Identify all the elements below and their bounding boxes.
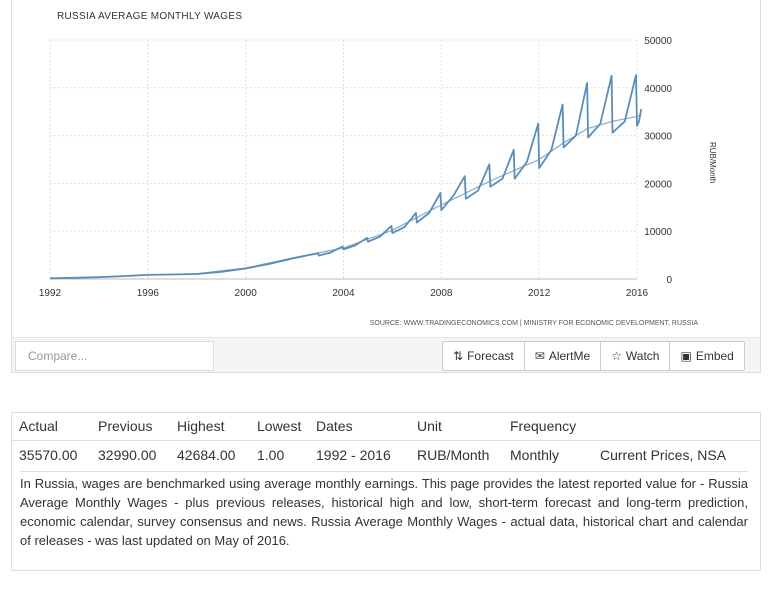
header-lowest: Lowest xyxy=(257,418,302,434)
description-text: In Russia, wages are benchmarked using a… xyxy=(20,471,748,550)
value-previous: 32990.00 xyxy=(98,447,157,463)
value-dates: 1992 - 2016 xyxy=(316,447,391,463)
y-axis-label: RUB/Month xyxy=(708,142,717,183)
forecast-icon: ⇅ xyxy=(453,349,464,363)
x-tick-label: 2008 xyxy=(430,288,453,299)
embed-button[interactable]: ▣ Embed xyxy=(670,342,743,370)
y-tick-label: 20000 xyxy=(644,179,672,190)
chart-lines xyxy=(49,74,643,280)
header-frequency: Frequency xyxy=(510,418,577,434)
x-axis: 1992 1996 2000 2004 2008 2012 2016 xyxy=(39,288,649,299)
value-unit: RUB/Month xyxy=(417,447,490,463)
star-icon: ☆ xyxy=(611,349,622,363)
embed-icon: ▣ xyxy=(680,349,692,363)
value-actual: 35570.00 xyxy=(19,447,78,463)
chart-grid xyxy=(49,39,638,280)
x-tick-label: 2016 xyxy=(626,288,649,299)
chart-source: SOURCE: WWW.TRADINGECONOMICS.COM | MINIS… xyxy=(370,320,699,327)
value-category: Current Prices, NSA xyxy=(600,447,727,463)
y-tick-label: 50000 xyxy=(644,36,672,47)
header-unit: Unit xyxy=(417,418,442,434)
y-tick-label: 10000 xyxy=(644,227,672,238)
chart-title: RUSSIA AVERAGE MONTHLY WAGES xyxy=(57,11,242,22)
x-tick-label: 1992 xyxy=(39,288,62,299)
x-tick-label: 2012 xyxy=(528,288,551,299)
forecast-label: Forecast xyxy=(467,349,514,363)
stats-value-row: 35570.00 32990.00 42684.00 1.00 1992 - 2… xyxy=(12,441,760,469)
forecast-button[interactable]: ⇅ Forecast xyxy=(443,342,525,370)
header-previous: Previous xyxy=(98,418,153,434)
watch-button[interactable]: ☆ Watch xyxy=(601,342,671,370)
value-frequency: Monthly xyxy=(510,447,560,463)
value-highest: 42684.00 xyxy=(177,447,236,463)
header-highest: Highest xyxy=(177,418,225,434)
alert-icon: ✉ xyxy=(534,349,545,363)
stats-header-row: Actual Previous Highest Lowest Dates Uni… xyxy=(12,413,760,441)
y-tick-label: 40000 xyxy=(644,84,672,95)
alertme-label: AlertMe xyxy=(548,349,591,363)
chart-toolbar: ⇅ Forecast ✉ AlertMe ☆ Watch ▣ Embed xyxy=(12,337,760,372)
stats-table: Actual Previous Highest Lowest Dates Uni… xyxy=(12,413,760,469)
chart-panel: RUSSIA AVERAGE MONTHLY WAGES 1992 1996 200… xyxy=(11,0,761,373)
x-tick-label: 1996 xyxy=(137,288,160,299)
y-tick-label: 0 xyxy=(666,275,672,286)
compare-input[interactable] xyxy=(15,341,214,371)
series-line-trend xyxy=(49,113,642,279)
series-line-wages xyxy=(49,74,643,280)
action-buttons: ⇅ Forecast ✉ AlertMe ☆ Watch ▣ Embed xyxy=(442,341,745,371)
value-lowest: 1.00 xyxy=(257,447,285,463)
header-dates: Dates xyxy=(316,418,353,434)
header-actual: Actual xyxy=(19,418,58,434)
alertme-button[interactable]: ✉ AlertMe xyxy=(525,342,602,370)
watch-label: Watch xyxy=(625,349,660,363)
wages-chart: RUSSIA AVERAGE MONTHLY WAGES 1992 1996 200… xyxy=(39,11,717,327)
x-tick-label: 2000 xyxy=(235,288,258,299)
y-tick-label: 30000 xyxy=(644,132,672,143)
embed-label: Embed xyxy=(695,349,734,363)
stats-panel: Actual Previous Highest Lowest Dates Uni… xyxy=(11,412,761,571)
y-axis: 50000 40000 30000 20000 10000 0 xyxy=(644,36,672,286)
x-tick-label: 2004 xyxy=(332,288,355,299)
